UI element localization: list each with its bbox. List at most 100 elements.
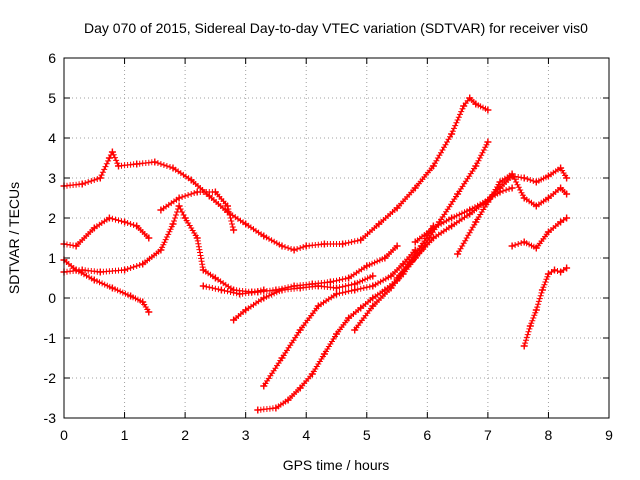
x-tick-label: 0 [60, 427, 68, 443]
data-point [278, 354, 286, 362]
data-point [429, 224, 437, 232]
data-point [544, 228, 552, 236]
data-point [357, 304, 365, 312]
data-point [411, 254, 419, 262]
data-point [272, 404, 280, 412]
y-tick-label: 1 [48, 250, 56, 266]
data-point [230, 316, 238, 324]
x-tick-label: 6 [423, 427, 431, 443]
y-tick-label: 5 [48, 90, 56, 106]
series-markers [61, 215, 152, 249]
data-point [175, 194, 183, 202]
data-point [484, 138, 492, 146]
data-point [526, 322, 534, 330]
data-point [357, 236, 365, 244]
data-point [411, 238, 419, 246]
y-tick-label: -2 [44, 370, 57, 386]
data-point [557, 184, 565, 192]
data-point [284, 396, 292, 404]
data-point [387, 272, 395, 280]
data-point [496, 178, 504, 186]
data-point [454, 190, 462, 198]
data-point [193, 234, 201, 242]
data-point [296, 326, 304, 334]
data-point [296, 384, 304, 392]
tick-labels: 0 1 2 3 4 5 6 7 8 9 -3 -2 -1 0 1 2 3 4 5 6 [44, 50, 614, 443]
data-point [544, 172, 552, 180]
data-point [345, 314, 353, 322]
data-point [411, 184, 419, 192]
series-track-2 [60, 214, 153, 250]
data-point [369, 302, 377, 310]
data-point [484, 198, 492, 206]
data-point [375, 220, 383, 228]
data-point [551, 266, 558, 274]
x-tick-label: 4 [302, 427, 310, 443]
series-track-9 [254, 222, 437, 414]
series [60, 94, 571, 414]
x-tick-label: 3 [242, 427, 250, 443]
data-point [508, 242, 516, 250]
data-point [520, 238, 528, 246]
series-line [396, 167, 568, 279]
y-tick-label: 4 [48, 130, 56, 146]
data-point [260, 382, 268, 390]
data-point [236, 290, 244, 298]
chart-title: Day 070 of 2015, Sidereal Day-to-day VTE… [84, 20, 588, 36]
y-tick-label: -1 [44, 330, 57, 346]
data-point [278, 286, 286, 294]
data-point [448, 222, 456, 230]
series-track-10 [351, 138, 492, 334]
data-point [369, 272, 377, 280]
data-point [127, 292, 135, 300]
data-point [105, 214, 113, 222]
x-tick-label: 1 [121, 427, 129, 443]
data-point [532, 178, 540, 186]
data-point [151, 158, 159, 166]
data-point [96, 174, 104, 182]
data-point [532, 306, 540, 314]
data-point [339, 240, 347, 248]
data-point [520, 174, 528, 182]
data-point [387, 284, 395, 292]
series-track-7 [230, 272, 377, 324]
data-point [351, 280, 359, 288]
data-point [133, 222, 141, 230]
data-point [454, 250, 462, 258]
data-point [460, 102, 468, 110]
data-point [224, 202, 231, 210]
data-point [314, 302, 322, 310]
data-point [199, 266, 207, 274]
data-point [393, 274, 401, 282]
data-point [105, 154, 113, 162]
data-point [242, 220, 250, 228]
y-tick-label: 6 [48, 50, 56, 66]
data-point [484, 106, 492, 114]
data-point [557, 164, 565, 172]
data-point [199, 282, 207, 290]
data-point [254, 406, 262, 414]
data-point [175, 202, 183, 210]
data-point [520, 342, 528, 350]
data-point [115, 162, 122, 170]
data-point [472, 218, 480, 226]
data-point [363, 262, 371, 270]
data-point [157, 206, 165, 214]
series-track-13 [454, 170, 571, 258]
y-tick-label: 2 [48, 210, 56, 226]
data-point [496, 188, 504, 196]
data-point [563, 190, 571, 198]
data-point [242, 306, 250, 314]
data-point [369, 294, 377, 302]
y-axis-label: SDTVAR / TECUs [6, 182, 22, 294]
x-axis-label: GPS time / hours [283, 457, 390, 473]
data-point [254, 288, 262, 296]
data-point [532, 244, 540, 252]
data-point [145, 308, 153, 316]
data-point [393, 242, 401, 250]
data-point [333, 330, 340, 338]
data-point [290, 246, 298, 254]
y-tick-label: 0 [48, 290, 56, 306]
data-point [351, 286, 359, 294]
